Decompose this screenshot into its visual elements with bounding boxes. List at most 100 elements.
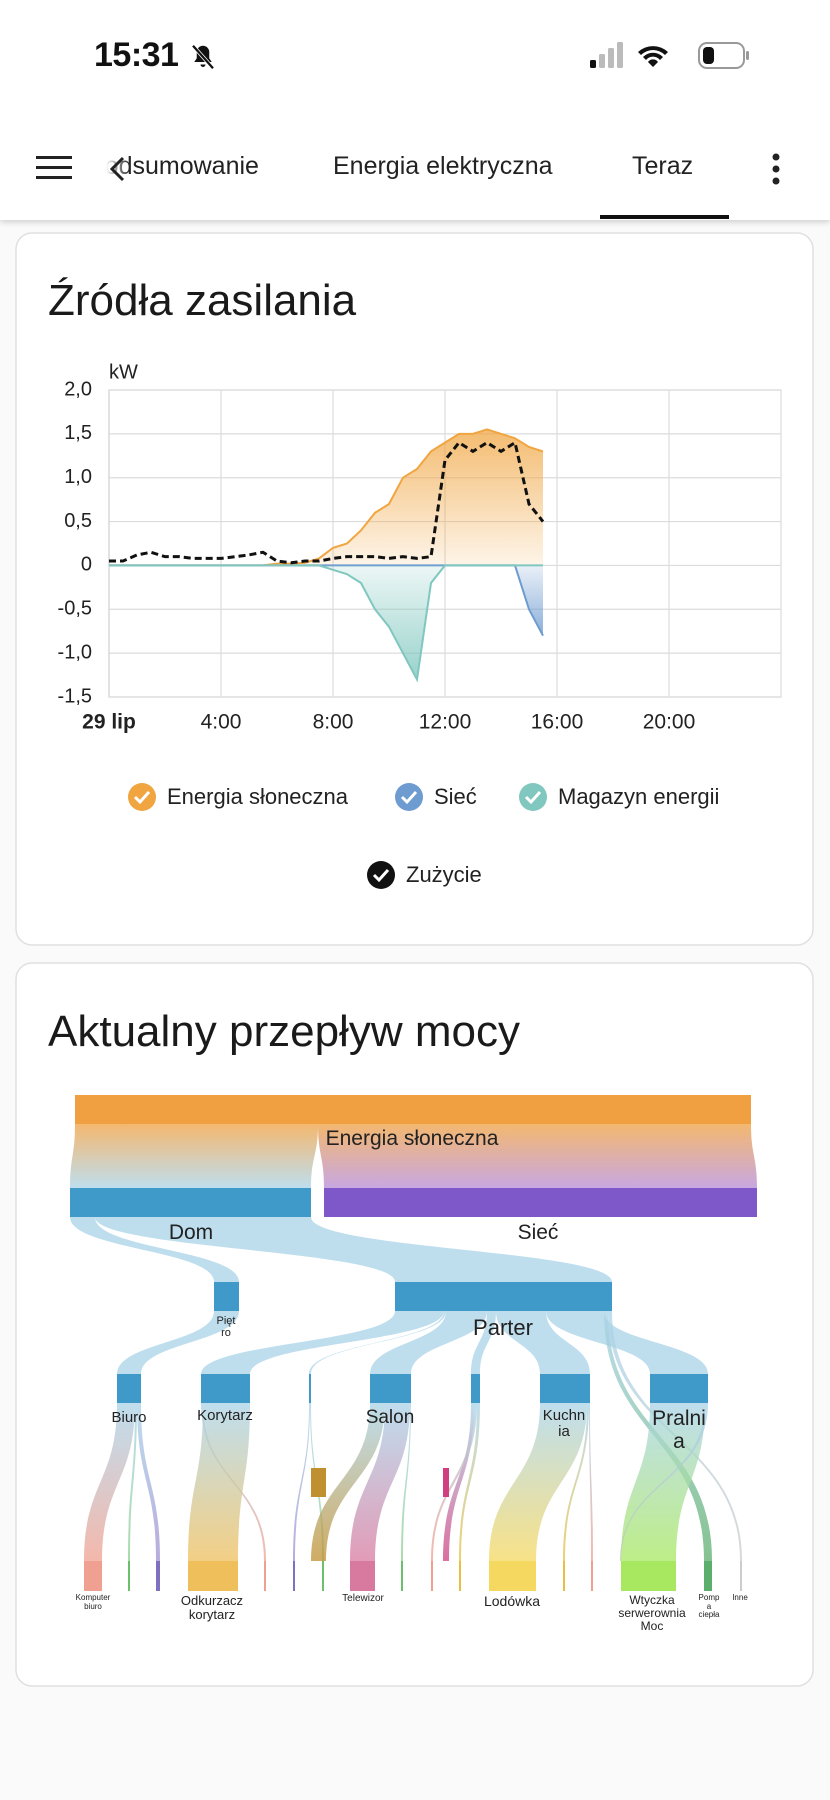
area-line [109,564,543,683]
flow-node [395,1282,612,1311]
app-header: 15:31 Podsumowanie Energia elektryczna T… [0,0,830,220]
legend-check [133,790,151,805]
flow-node [324,1188,757,1217]
flow-link [350,1403,410,1561]
flow-link [117,1311,239,1374]
flow-node [188,1561,238,1591]
flow-node-label: Parter [473,1315,533,1340]
x-tick-label: 4:00 [201,711,242,734]
flow-node [431,1561,433,1591]
card-title: Źródła zasilania [48,276,357,325]
y-tick-label: 0,5 [64,510,92,532]
flow-node [489,1561,536,1591]
mute-icon [191,44,215,70]
scroll-left[interactable] [108,156,128,182]
legend-label: Energia słoneczna [167,784,349,809]
flow-link [318,1124,757,1188]
flow-node [293,1561,295,1591]
legend-label: Magazyn energii [558,784,719,809]
menu-button[interactable] [36,154,72,182]
x-tick-label: 20:00 [643,711,696,734]
flow-node-label: Dom [168,1221,214,1244]
more-button[interactable] [770,152,782,186]
flow-node [563,1561,565,1591]
flow-link [589,1403,593,1561]
flow-node-label: Lodówka [483,1593,541,1609]
flow-link [546,1311,708,1374]
plot-frame [108,389,782,698]
legend-label: Zużycie [406,862,482,887]
flow-link [137,1403,160,1561]
x-tick-label: 29 lip [82,711,136,734]
flow-link [431,1403,477,1561]
flow-link [128,1403,137,1561]
flow-node [214,1282,239,1311]
flow-node [471,1374,480,1403]
flow-link [496,1311,590,1374]
flow-link [370,1311,487,1374]
flow-link [95,1217,612,1282]
flow-node [591,1561,593,1591]
flow-link [489,1403,587,1561]
flow-node [540,1374,590,1403]
legend-swatch [395,783,423,811]
flow-node [128,1561,130,1591]
flow-node-label: Korytarz [197,1407,253,1424]
flow-node-label: Odkurzacz korytarz [180,1593,244,1623]
flow-node [350,1561,375,1591]
flow-node-label: Energia słoneczna [325,1127,499,1150]
y-unit: kW [109,361,138,383]
flow-node-label: Komputer biuro [75,1593,111,1611]
flow-node [322,1561,324,1591]
flow-link [188,1403,250,1561]
y-tick-label: -0,5 [58,598,92,620]
flow-node-label: Kuchnia [542,1407,586,1441]
x-tick-label: 8:00 [313,711,354,734]
flow-node [84,1561,102,1591]
y-tick-label: 1,5 [64,422,92,444]
x-tick-label: 16:00 [531,711,584,734]
flow-node [621,1561,676,1591]
card-title: Aktualny przepływ mocy [48,1007,520,1056]
flow-link [84,1403,135,1561]
flow-node [117,1374,141,1403]
flow-node-label: Sieć [517,1221,559,1244]
flow-node [264,1561,266,1591]
legend-swatch [128,783,156,811]
flow-node-label: Biuro [111,1409,147,1426]
flow-node [75,1095,751,1124]
flow-node-label: Inne [732,1593,748,1602]
legend-swatch [367,861,395,889]
flow-link [293,1403,310,1561]
flow-node [401,1561,403,1591]
x-tick-label: 12:00 [419,711,472,734]
flow-node [70,1188,311,1217]
flow-link [620,1403,708,1561]
flow-node [370,1374,411,1403]
flow-node-label: Telewizor [342,1593,384,1604]
flow-node [156,1561,160,1591]
flow-node [309,1374,311,1403]
flow-link [459,1403,480,1561]
status-icons [590,42,749,69]
flow-link [311,1403,385,1561]
legend-check [400,790,418,805]
flow-link [401,1403,411,1561]
flow-node [740,1561,742,1591]
flow-node [201,1374,250,1403]
flow-node [650,1374,708,1403]
y-tick-label: 1,0 [64,466,92,488]
status-time: 15:31 [94,36,179,74]
tab[interactable]: Teraz [632,152,694,180]
legend-check [524,790,542,805]
flow-link [70,1124,318,1188]
flow-node [311,1468,326,1497]
y-tick-label: 2,0 [64,378,92,400]
tab[interactable]: Energia elektryczna [333,152,553,180]
area-line [109,440,545,565]
legend-swatch [519,783,547,811]
flow-node [459,1561,461,1591]
legend-check [372,868,390,883]
